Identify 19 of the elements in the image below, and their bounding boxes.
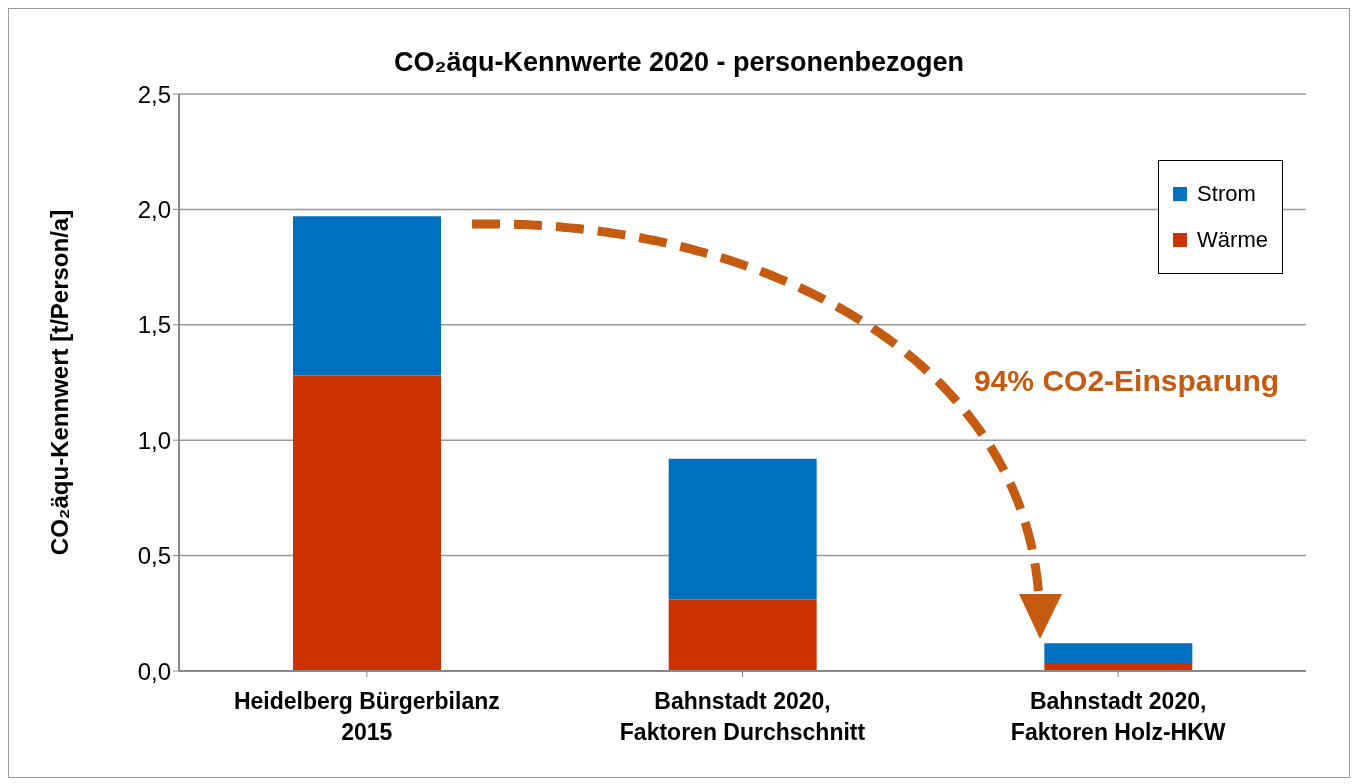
bar	[1044, 643, 1193, 665]
bar	[668, 599, 817, 671]
x-tick-label: Heidelberg Bürgerbilanz 2015	[233, 688, 500, 745]
bar	[293, 375, 441, 671]
legend-label: Wärme	[1197, 227, 1268, 253]
legend-label: Strom	[1197, 181, 1256, 207]
y-tick-label: 2,5	[137, 80, 171, 108]
y-tick-label: 1,5	[137, 311, 171, 339]
y-tick-label: 0,5	[137, 542, 171, 570]
bar	[668, 458, 817, 600]
x-tick-label: Bahnstadt 2020, Faktoren Durchschnitt	[619, 688, 866, 745]
y-tick-label: 1,0	[137, 426, 171, 454]
x-tick-label: Bahnstadt 2020, Faktoren Holz-HKW	[1010, 688, 1226, 745]
chart-title: CO₂äqu-Kennwerte 2020 - personenbezogen	[392, 47, 966, 78]
y-tick-label: 0,0	[137, 657, 171, 685]
y-axis-title: CO₂äqu-Kennwert [t/Person/a]	[45, 209, 73, 556]
y-tick-label: 2,0	[137, 195, 171, 223]
bar	[293, 216, 441, 376]
annotation: 94% CO2-Einsparung	[974, 364, 1280, 398]
